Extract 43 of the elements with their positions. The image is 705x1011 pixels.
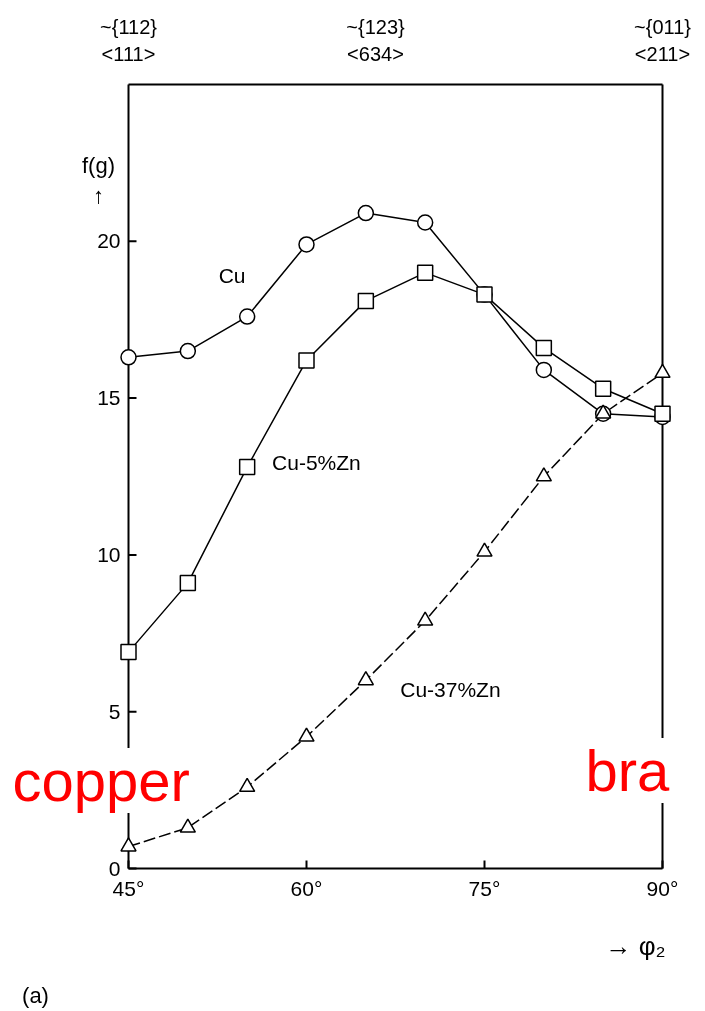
point xyxy=(120,643,137,661)
point xyxy=(357,292,375,310)
x-tick-label: 90° xyxy=(646,876,679,900)
x-axis-title: → φ₂ xyxy=(605,930,666,961)
point xyxy=(535,361,553,379)
y-tick-label: 15 xyxy=(97,386,121,410)
y-tick-label: 10 xyxy=(97,542,121,566)
x-tick-label: 60° xyxy=(290,876,323,900)
text: ~{123} <634> xyxy=(346,16,406,65)
series-label: Cu xyxy=(218,264,246,288)
point xyxy=(654,363,671,379)
text: ~{112} <111> xyxy=(100,16,158,65)
point xyxy=(179,342,197,360)
point xyxy=(357,670,375,686)
series-label: Cu-37%Zn xyxy=(400,678,501,702)
point xyxy=(298,236,315,253)
point xyxy=(238,777,256,793)
point xyxy=(535,339,553,357)
point xyxy=(238,458,256,476)
point xyxy=(416,214,434,231)
point xyxy=(416,264,434,281)
point xyxy=(535,467,553,482)
point xyxy=(298,352,315,369)
point xyxy=(238,308,256,325)
annotation: bra xyxy=(585,738,671,803)
x-tick-label: 75° xyxy=(468,876,501,900)
point xyxy=(120,349,137,366)
point xyxy=(357,204,375,222)
point xyxy=(594,380,612,397)
series-label: Cu-5%Zn xyxy=(272,450,361,474)
point xyxy=(416,611,434,626)
y-axis-title: f(g) ↑ xyxy=(82,153,115,208)
point xyxy=(179,574,197,592)
point xyxy=(120,837,137,852)
point xyxy=(298,727,315,742)
point xyxy=(476,542,493,557)
y-tick-label: 5 xyxy=(108,699,121,723)
text: (a) xyxy=(22,983,49,1008)
annotation: copper xyxy=(12,748,190,813)
y-tick-label: 20 xyxy=(97,229,121,253)
text: ~{011} <211> xyxy=(634,16,692,65)
point xyxy=(476,286,493,303)
point xyxy=(179,818,197,833)
